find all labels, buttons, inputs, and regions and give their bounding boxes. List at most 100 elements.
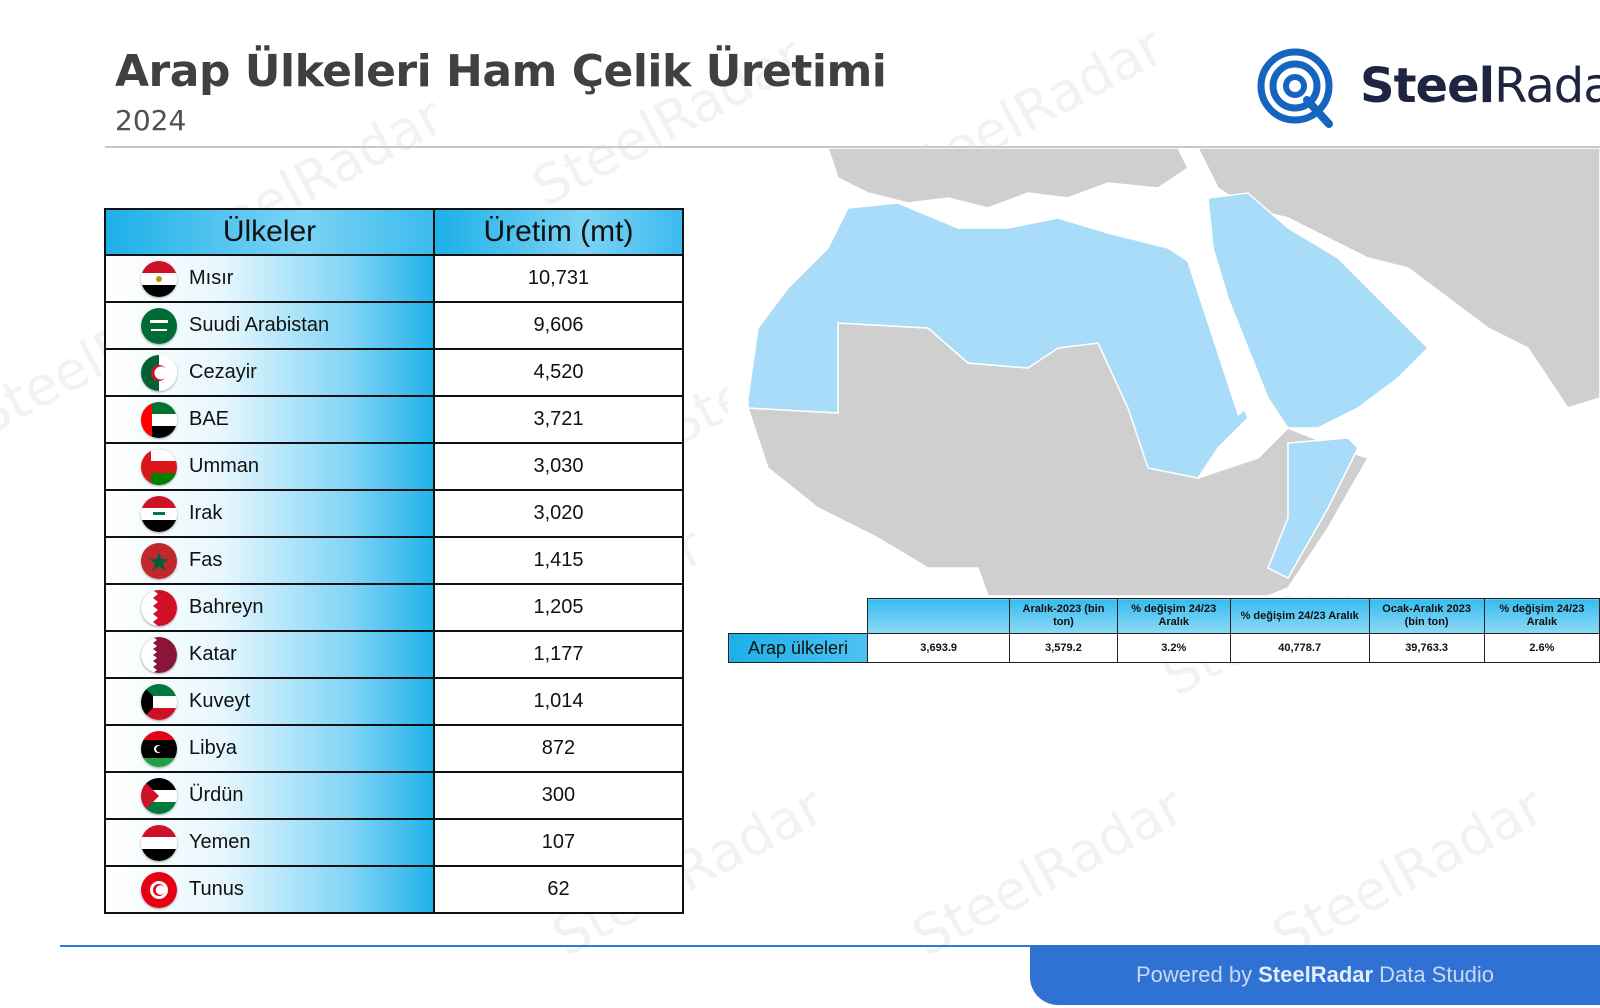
map-region-somalia [1267,437,1359,579]
tunisia-flag-icon [141,871,177,908]
page-title: Arap Ülkeleri Ham Çelik Üretimi [115,46,887,97]
map-region-arabian-peninsula [1207,192,1430,429]
table-row: Suudi Arabistan 9,606 [104,301,685,350]
country-cell: Kuveyt [104,677,435,726]
summary-header-jan-dec-2023: Ocak-Aralık 2023 (bin ton) [1368,598,1485,634]
production-value: 1,205 [432,583,685,632]
table-row: Fas 1,415 [104,536,685,585]
country-name: Mısır [189,267,234,289]
logo-wordmark: SteelRadar [1360,58,1600,114]
production-value: 1,177 [432,630,685,679]
summary-header-change-2: % değişim 24/23 Aralık [1229,598,1370,634]
country-name: Suudi Arabistan [189,314,330,336]
table-row: Ürdün 300 [104,771,685,820]
country-cell: Ürdün [104,771,435,820]
country-name: Yemen [189,831,251,853]
country-cell: Tunus [104,865,435,914]
footer-brand: SteelRadar [1258,962,1374,987]
country-cell: Irak [104,489,435,538]
country-cell: Umman [104,442,435,491]
country-cell: BAE [104,395,435,444]
table-row: Kuveyt 1,014 [104,677,685,726]
country-name: BAE [189,408,230,430]
country-cell: Mısır [104,254,435,303]
footer-suffix: Data Studio [1379,962,1495,987]
summary-row-label: Arap ülkeleri [728,633,868,663]
summary-row: Arap ülkeleri 3,693.9 3,579.2 3.2% 40,77… [728,633,1600,663]
map-red-sea [1186,258,1248,416]
saudi-arabia-flag-icon [141,307,177,344]
production-value: 10,731 [432,254,685,303]
country-name: Ürdün [189,784,244,806]
production-value: 107 [432,818,685,867]
country-cell: Libya [104,724,435,773]
country-name: Umman [189,455,260,477]
table-row: Umman 3,030 [104,442,685,491]
production-value: 872 [432,724,685,773]
table-row: Bahreyn 1,205 [104,583,685,632]
production-table: Ülkeler Üretim (mt) Mısır 10,731 Suudi Ara… [104,208,685,914]
libya-flag-icon [141,730,177,767]
production-value: 3,020 [432,489,685,538]
jordan-flag-icon [141,777,177,814]
summary-cell: 3,579.2 [1009,633,1118,663]
summary-corner [729,599,868,634]
country-name: Cezayir [189,361,257,383]
country-name: Tunus [189,878,244,900]
algeria-flag-icon [141,354,177,391]
summary-header-blank [866,598,1011,634]
radar-target-icon [1257,48,1333,128]
country-cell: Suudi Arabistan [104,301,435,350]
country-cell: Yemen [104,818,435,867]
column-header-countries: Ülkeler [104,208,435,256]
table-row: BAE 3,721 [104,395,685,444]
country-name: Katar [189,643,237,665]
arab-world-map [728,148,1600,596]
table-row: Tunus 62 [104,865,685,914]
column-header-production: Üretim (mt) [432,208,685,256]
summary-table: Aralık-2023 (bin ton) % değişim 24/23 Ar… [728,598,1600,663]
qatar-flag-icon [141,636,177,673]
country-name: Libya [189,737,237,759]
bahrain-flag-icon [141,589,177,626]
footer-divider [60,945,1600,947]
summary-header-change-1: % değişim 24/23 Aralık [1116,598,1231,634]
header-divider [105,146,1600,148]
footer-banner: Powered by SteelRadar Data Studio [1030,945,1600,1005]
table-row: Mısır 10,731 [104,254,685,303]
country-cell: Katar [104,630,435,679]
country-cell: Cezayir [104,348,435,397]
production-value: 1,415 [432,536,685,585]
map-region-europe [827,148,1189,209]
table-row: Irak 3,020 [104,489,685,538]
production-value: 62 [432,865,685,914]
iraq-flag-icon [141,495,177,532]
country-cell: Fas [104,536,435,585]
yemen-flag-icon [141,824,177,861]
summary-cell: 3,693.9 [866,633,1011,663]
steelradar-logo: SteelRadar [1255,44,1600,134]
page-subtitle: 2024 [115,104,187,137]
morocco-flag-icon [141,542,177,579]
production-value: 300 [432,771,685,820]
table-row: Cezayir 4,520 [104,348,685,397]
summary-cell: 40,778.7 [1229,633,1370,663]
table-row: Katar 1,177 [104,630,685,679]
footer-prefix: Powered by [1135,962,1253,987]
country-cell: Bahreyn [104,583,435,632]
country-name: Fas [189,549,223,571]
uae-flag-icon [141,401,177,438]
country-name: Kuveyt [189,690,251,712]
egypt-flag-icon [141,260,177,297]
summary-header-change-3: % değişim 24/23 Aralık [1483,598,1600,634]
country-name: Bahreyn [189,596,264,618]
kuwait-flag-icon [141,683,177,720]
oman-flag-icon [141,448,177,485]
production-value: 3,721 [432,395,685,444]
summary-cell: 3.2% [1116,633,1231,663]
production-value: 4,520 [432,348,685,397]
table-row: Libya 872 [104,724,685,773]
watermark: SteelRadar [902,774,1194,969]
summary-cell: 2.6% [1483,633,1600,663]
country-name: Irak [189,502,223,524]
